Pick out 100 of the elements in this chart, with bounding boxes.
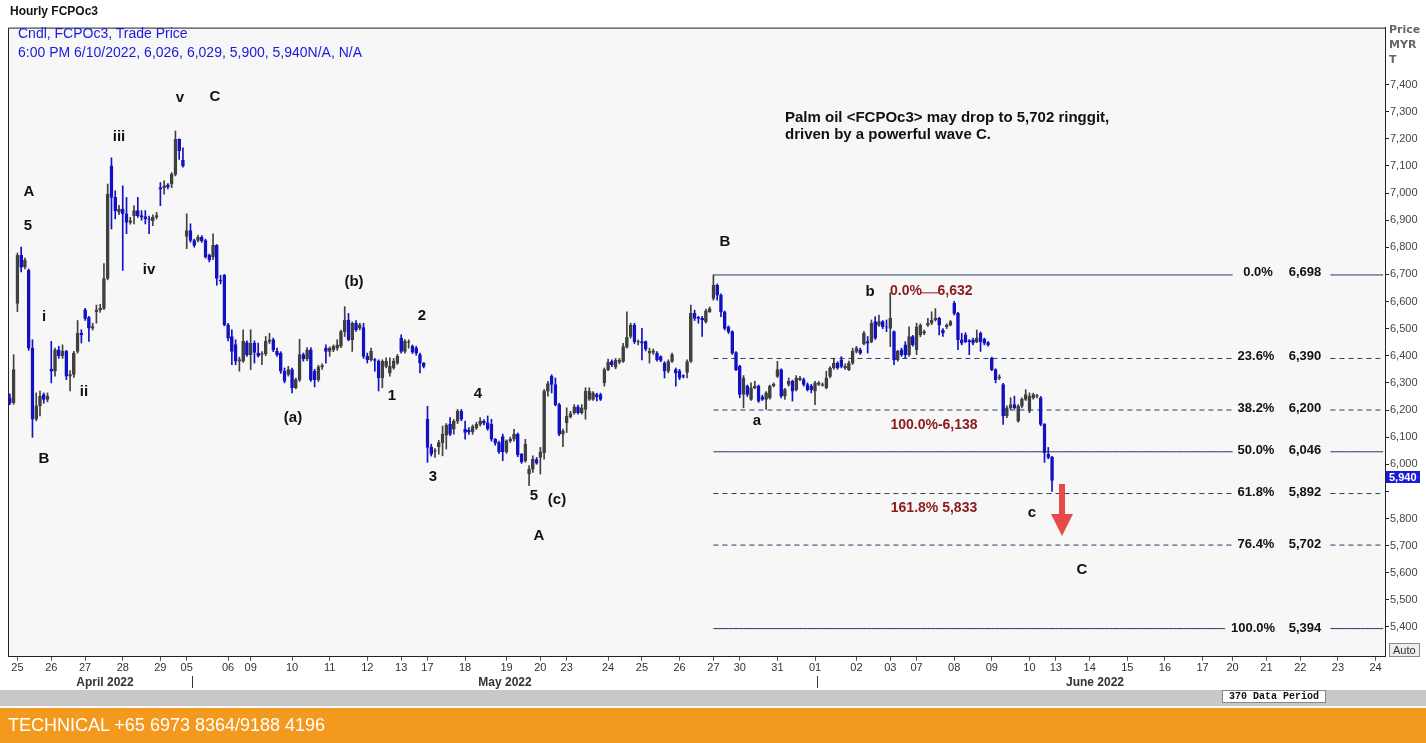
annotation: 6,698 <box>1286 263 1324 279</box>
annotation: iii <box>112 126 126 144</box>
candlestick <box>673 367 678 387</box>
y-tick-label: 5,800 <box>1390 511 1418 524</box>
candlestick <box>862 331 866 346</box>
candlestick <box>689 304 693 363</box>
annotation: c <box>1027 502 1037 520</box>
candlestick <box>610 359 614 367</box>
candlestick <box>184 213 189 249</box>
x-tick-label: 23 <box>560 661 573 674</box>
candlestick <box>651 348 656 355</box>
candlestick <box>858 347 862 355</box>
candlestick <box>56 345 61 359</box>
candlestick <box>90 322 95 331</box>
x-tick-label: 17 <box>1196 661 1209 674</box>
annotation: (a) <box>283 407 303 425</box>
candlestick <box>658 355 663 363</box>
annotation: 50.0% <box>1235 441 1277 457</box>
x-tick-label: 11 <box>323 661 336 674</box>
annotation: 100.0%-6,138 <box>890 416 978 432</box>
x-tick-label: 30 <box>733 661 746 674</box>
candlestick <box>271 337 276 353</box>
text: April 2022 <box>76 675 134 689</box>
candlestick <box>309 347 313 382</box>
x-tick-label: 31 <box>771 661 784 674</box>
candlestick <box>354 320 358 332</box>
annotation: b <box>865 281 875 299</box>
annotation: 1 <box>387 385 397 403</box>
candlestick <box>1005 405 1009 418</box>
candlestick <box>211 233 215 261</box>
y-tick-label: 5,600 <box>1390 565 1418 578</box>
y-tick-label: 6,200 <box>1390 403 1418 416</box>
y-tick-label: 6,400 <box>1390 348 1418 361</box>
candlestick <box>399 334 403 354</box>
candlestick <box>132 205 136 225</box>
annotation: A <box>533 525 545 543</box>
x-tick-label: 13 <box>395 661 408 674</box>
candlestick <box>576 404 580 415</box>
x-tick-label: 06 <box>221 661 235 674</box>
text: 370 Data Period <box>1222 690 1327 703</box>
candlestick <box>640 328 644 361</box>
candlestick <box>749 382 753 401</box>
y-tick-label: 7,400 <box>1390 77 1418 90</box>
y-tick-label: 6,700 <box>1390 267 1418 280</box>
x-tick-label: 27 <box>707 661 720 674</box>
annotation: (b) <box>344 271 364 289</box>
annotation: 6,632 <box>937 282 973 298</box>
x-tick-label: 20 <box>1226 661 1239 674</box>
annotation: C <box>1076 559 1088 577</box>
candlestick <box>448 417 452 437</box>
candlestick <box>865 336 870 354</box>
x-tick-label: 25 <box>11 661 24 674</box>
annotation: A <box>23 181 35 199</box>
x-tick-label: 27 <box>79 661 92 674</box>
candlestick <box>542 389 546 460</box>
annotation: 6,200 <box>1286 399 1324 415</box>
annotation: Palm oil <FCPOc3> may drop to 5,702 ringgit, driven by a powerful wave C. <box>785 108 1110 142</box>
annotation: 4 <box>473 383 483 401</box>
y-tick-label: 6,300 <box>1390 375 1418 388</box>
candlestick <box>625 311 629 349</box>
candlestick <box>162 180 166 195</box>
x-tick-label: 03 <box>884 661 897 674</box>
annotation: C <box>209 86 221 104</box>
annotation: 5,702 <box>1286 535 1324 551</box>
annotation: 6,046 <box>1286 441 1324 457</box>
x-tick-label: 08 <box>948 661 961 674</box>
candlestick <box>531 455 535 473</box>
annotation: 100.0% <box>1228 619 1278 635</box>
annotation: (c) <box>547 489 567 507</box>
text: June 2022 <box>1065 675 1125 689</box>
candlestick <box>527 465 531 486</box>
x-tick-label: 13 <box>1049 661 1062 674</box>
candlestick <box>801 377 806 387</box>
x-tick-label: 21 <box>1260 661 1273 674</box>
candlestick <box>986 341 990 347</box>
candlestick <box>617 358 622 365</box>
candlestick <box>809 383 814 394</box>
y-tick-label: 6,500 <box>1390 321 1418 334</box>
candlestick <box>824 370 829 390</box>
x-tick-label: 16 <box>1158 661 1172 674</box>
candlestick <box>23 257 27 270</box>
candlestick <box>745 384 750 397</box>
candlestick <box>286 366 291 377</box>
x-tick-label: 17 <box>421 661 434 674</box>
candlestick <box>880 320 885 329</box>
candlestick <box>350 321 355 352</box>
candlestick <box>463 420 467 440</box>
candlestick <box>512 428 516 442</box>
y-tick-label: 6,800 <box>1390 240 1418 253</box>
y-tick-label: 6,100 <box>1390 430 1418 443</box>
candlestick <box>941 328 945 337</box>
candlestick <box>41 392 46 404</box>
candlestick <box>903 341 908 359</box>
text: Auto <box>1389 643 1420 657</box>
candlestick <box>196 234 200 243</box>
candlestick <box>704 308 708 324</box>
candlestick <box>500 433 505 462</box>
y-tick-label: 6,000 <box>1390 457 1418 470</box>
candlestick <box>877 314 881 327</box>
annotation: 5,892 <box>1286 483 1324 499</box>
